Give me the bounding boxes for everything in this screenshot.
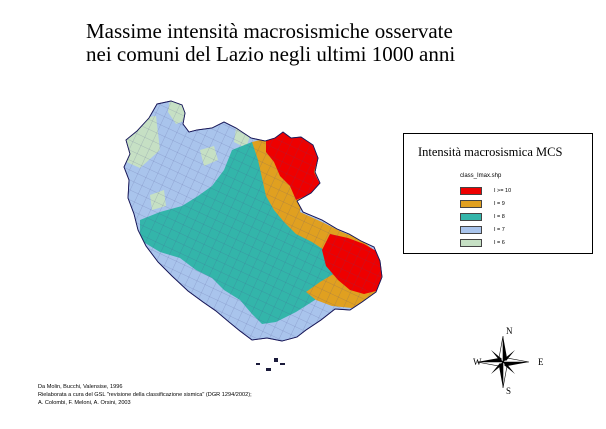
- compass-rose-icon: [476, 335, 530, 389]
- legend-swatch: [460, 186, 482, 195]
- compass-west-label: W: [473, 357, 482, 367]
- map-title: Massime intensità macrosismiche osservat…: [86, 20, 455, 66]
- legend-item: I = 6: [460, 238, 505, 247]
- legend-label: I = 9: [494, 200, 505, 207]
- map-credits: Da Molin, Bucchi, Valensise, 1996 Rielab…: [38, 383, 252, 407]
- legend-swatch: [460, 212, 482, 221]
- municipality-boundaries: [124, 101, 382, 341]
- compass-south-label: S: [506, 386, 512, 396]
- legend-label: I = 7: [494, 226, 505, 233]
- credits-line: Da Molin, Bucchi, Valensise, 1996: [38, 384, 123, 390]
- legend-swatch: [460, 238, 482, 247]
- legend-label: I = 8: [494, 213, 505, 220]
- legend-label: I = 6: [494, 239, 505, 246]
- compass-north-label: N: [506, 326, 513, 336]
- legend-swatch: [460, 199, 482, 208]
- credits-line: Rielaborata a cura del GSL "revisione de…: [38, 392, 252, 398]
- legend-item: I = 8: [460, 212, 505, 221]
- map-legend: Intensità macrosismica MCS class_Imax.sh…: [403, 133, 593, 254]
- pontine-islands: [256, 358, 285, 371]
- compass-east-label: E: [538, 357, 544, 367]
- map-title-line-2: nei comuni del Lazio negli ultimi 1000 a…: [86, 42, 456, 66]
- legend-label: I >= 10: [494, 187, 512, 194]
- legend-title: Intensità macrosismica MCS: [418, 145, 563, 159]
- legend-item: I = 7: [460, 225, 505, 234]
- credits-line: A. Colombi, F. Meloni, A. Orsini, 2003: [38, 400, 131, 406]
- legend-item: I >= 10: [460, 186, 511, 195]
- map-title-line-1: Massime intensità macrosismiche osservat…: [86, 19, 453, 43]
- legend-layer-name: class_Imax.shp: [460, 173, 502, 179]
- legend-item: I = 9: [460, 199, 505, 208]
- legend-swatch: [460, 225, 482, 234]
